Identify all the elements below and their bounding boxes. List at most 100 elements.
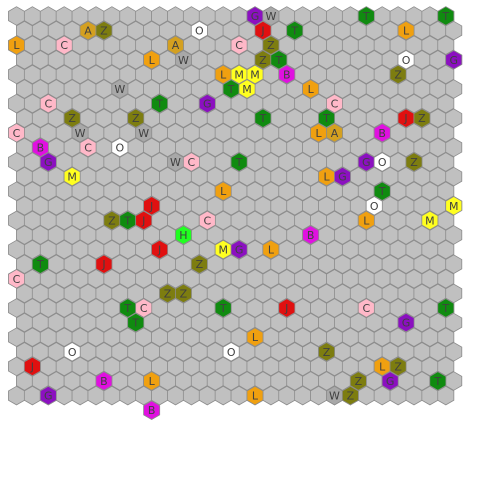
hex-tile-shape [143,50,161,70]
hex-tile-shape [39,93,57,114]
hex-tile-shape [111,79,129,99]
hex-tile-shape [270,50,288,70]
hex-tile-shape [143,371,161,391]
hex-tile-shape [55,35,73,55]
hex-tile-shape [151,93,169,114]
hex-tile-shape [63,342,81,362]
hex-tile-shape [39,152,57,172]
hex-tile-shape [397,50,415,70]
hex-tile-shape [437,6,455,26]
hex-tile-shape [357,6,375,26]
hex-tile-shape [389,356,407,377]
hex-tile-shape [190,20,208,41]
empty-hex-cell[interactable] [445,108,463,128]
hex-tile-shape [167,35,184,55]
hex-tile-shape [262,6,280,26]
empty-hex-cell[interactable] [445,137,463,158]
empty-hex-cell[interactable] [445,166,463,187]
hex-tile-shape [373,181,391,201]
hex-tile-shape [39,385,57,406]
hex-tile-shape [23,356,41,377]
empty-hex-cell[interactable] [445,79,463,99]
hex-tile-shape [190,254,208,274]
empty-hex-cell[interactable] [437,269,455,289]
hex-tile-shape [174,283,192,304]
hex-tile-shape [111,137,129,158]
hex-tile-shape [63,166,81,187]
hex-tile-shape [357,210,375,231]
hex-tile-shape [214,298,232,318]
hex-tile-shape [174,225,192,245]
hex-tile-shape [357,298,375,318]
hex-tile-shape [365,196,383,216]
empty-hex-cell[interactable] [437,64,455,85]
hex-tile-shape [198,93,216,114]
hex-tile-shape [349,371,367,391]
empty-hex-cell[interactable] [445,342,463,362]
hex-tile-shape [326,123,343,143]
empty-hex-cell[interactable] [445,225,463,245]
empty-hex-cell[interactable] [445,312,463,333]
empty-hex-cell[interactable] [437,239,455,260]
hex-tile-shape [135,210,153,231]
hex-tile-shape [397,20,415,41]
empty-hex-cell[interactable] [437,385,455,406]
hex-tile-shape [63,108,81,128]
hex-tile-shape [262,35,280,55]
hex-tile-shape [222,342,240,362]
hex-tile-shape [397,312,415,333]
empty-hex-cell[interactable] [445,254,463,274]
hex-tile-shape [238,79,256,99]
hex-tile-shape [8,35,25,55]
hex-tile-shape [373,152,391,172]
empty-hex-cell[interactable] [437,93,455,114]
hex-tile-shape [31,254,49,274]
empty-hex-cell[interactable] [437,327,455,347]
hex-tile-shape [278,298,296,318]
hex-tile-shape [326,93,343,114]
hex-tile-shape [127,108,145,128]
hex-tile-shape [246,64,264,85]
hex-tile-shape [381,371,399,391]
hex-tile-shape [318,342,336,362]
empty-hex-cell[interactable] [437,123,455,143]
hex-tile-shape [95,254,113,274]
hex-tile-shape [127,312,145,333]
hex-tile-shape [318,108,336,128]
hex-tile-shape [230,35,248,55]
hex-tile-shape [95,20,113,41]
empty-hex-cell[interactable] [437,152,455,172]
hex-tile-shape [302,225,320,245]
hex-tile-shape [214,181,232,201]
hex-tile-shape [246,327,264,347]
hex-tile-shape [429,371,447,391]
hex-tile-shape [31,137,49,158]
empty-hex-cell[interactable] [445,20,463,41]
hex-tile-shape [278,64,296,85]
empty-hex-cell[interactable] [437,35,455,55]
hex-tile-shape [373,123,391,143]
hex-tile-shape [8,123,25,143]
hex-tile-shape [413,108,431,128]
empty-hex-cell[interactable] [445,283,463,304]
hex-tile-shape [143,400,161,420]
hex-tile-shape [182,152,200,172]
hex-tile-shape [230,239,248,260]
hex-tile-shape [254,20,272,41]
empty-hex-cell[interactable] [437,356,455,377]
hex-tile-shape [405,152,423,172]
hex-tile-shape [437,298,455,318]
hex-tile-shape [389,64,407,85]
hex-tile-shape [254,108,272,128]
hex-tile-shape [302,79,320,99]
hex-tile-shape [79,137,97,158]
hex-tile-shape [95,371,113,391]
hex-tile-shape [445,50,463,70]
hex-tile-shape [230,152,248,172]
hex-tile-shape [341,385,359,406]
hex-tile-shape [262,239,280,260]
hex-tile-shape [333,166,351,187]
hex-tile-shape [151,239,169,260]
empty-hex-cell[interactable] [437,181,455,201]
